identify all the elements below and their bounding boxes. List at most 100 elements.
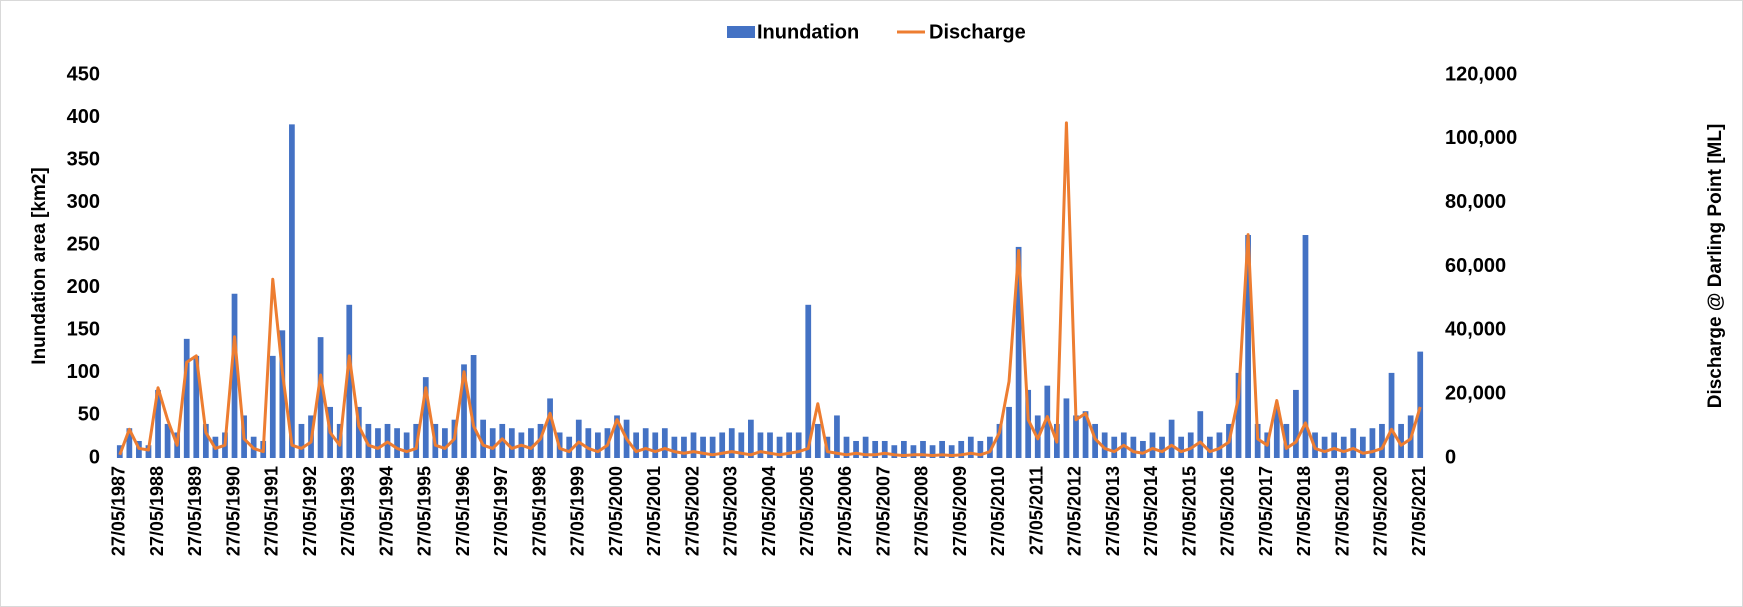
bar: [1379, 423, 1385, 458]
bar: [929, 445, 936, 458]
bar: [642, 428, 649, 458]
x-tick-label: 27/05/1992: [300, 466, 320, 556]
bar: [1168, 419, 1175, 458]
legend-label: Inundation: [757, 21, 859, 43]
bar: [1178, 436, 1185, 458]
legend-swatch: [727, 26, 755, 38]
bar: [394, 428, 400, 458]
y-tick-label: 300: [67, 191, 100, 213]
bar: [585, 428, 592, 458]
bar: [346, 304, 353, 458]
bar: [528, 428, 534, 458]
bar: [355, 406, 362, 458]
bar: [872, 440, 879, 458]
bar: [575, 419, 582, 458]
bar: [748, 419, 754, 458]
bar: [1082, 411, 1089, 458]
bar: [1235, 372, 1242, 458]
bar: [269, 355, 276, 458]
bar: [1273, 406, 1280, 458]
bar: [1302, 235, 1309, 458]
bar: [1359, 436, 1366, 458]
bar: [289, 124, 295, 458]
y-tick-label: 200: [67, 276, 100, 298]
bar: [231, 293, 238, 458]
bar: [1111, 436, 1118, 458]
y2-tick-label: 40,000: [1445, 319, 1506, 341]
bar: [1216, 432, 1223, 458]
bar: [489, 428, 496, 458]
y-tick-label: 250: [67, 234, 100, 256]
bar: [738, 432, 745, 458]
x-tick-label: 27/05/1991: [262, 466, 282, 556]
bar: [958, 440, 965, 458]
bar: [996, 423, 1003, 458]
x-tick-label: 27/05/1988: [147, 466, 167, 556]
x-tick-label: 27/05/1997: [491, 466, 511, 556]
bar: [853, 440, 859, 458]
bar: [1044, 385, 1051, 458]
y-tick-label: 350: [67, 148, 100, 170]
bar: [1101, 432, 1108, 458]
x-tick-label: 27/05/1995: [415, 466, 435, 556]
bar: [1015, 246, 1022, 458]
x-tick-label: 27/05/2000: [606, 466, 626, 556]
x-tick-label: 27/05/2018: [1294, 466, 1314, 556]
bar: [126, 428, 133, 458]
bar: [508, 428, 515, 458]
bar: [881, 440, 888, 458]
x-tick-label: 27/05/2007: [873, 466, 893, 556]
bar: [155, 389, 161, 458]
bar: [1149, 432, 1156, 458]
bar: [1350, 428, 1357, 458]
bar: [805, 304, 812, 458]
bar: [1254, 423, 1261, 458]
bar: [547, 398, 553, 458]
bar: [298, 423, 305, 458]
bar: [910, 445, 917, 458]
bar: [1340, 436, 1347, 458]
y-tick-label: 0: [89, 446, 100, 468]
bar: [183, 338, 190, 458]
bar: [728, 428, 735, 458]
x-tick-label: 27/05/2001: [644, 466, 664, 556]
bar: [862, 436, 869, 458]
bar: [891, 445, 898, 458]
x-tick-label: 27/05/1998: [529, 466, 549, 556]
bar: [499, 423, 506, 458]
x-tick-label: 27/05/1987: [109, 466, 129, 556]
bar: [939, 440, 945, 458]
x-tick-label: 27/05/1990: [223, 466, 243, 556]
bar: [700, 436, 706, 458]
bar: [566, 436, 573, 458]
bar: [1398, 423, 1404, 458]
bar: [480, 419, 487, 458]
bar: [661, 428, 668, 458]
bar: [470, 355, 477, 458]
bar: [1073, 415, 1079, 458]
y-tick-label: 150: [67, 319, 100, 341]
bar: [1159, 436, 1165, 458]
y2-tick-label: 100,000: [1445, 127, 1517, 149]
bar: [920, 440, 926, 458]
x-tick-label: 27/05/2002: [682, 466, 702, 556]
x-tick-label: 27/05/2017: [1256, 466, 1276, 556]
bar: [901, 440, 907, 458]
bar: [757, 432, 764, 458]
bar: [193, 355, 200, 458]
bar: [1092, 423, 1098, 458]
bar: [795, 432, 802, 458]
bar: [633, 432, 639, 458]
y2-tick-label: 120,000: [1445, 63, 1517, 85]
x-tick-label: 27/05/2005: [797, 466, 817, 556]
y2-tick-label: 20,000: [1445, 382, 1506, 404]
bar: [1140, 440, 1146, 458]
bar: [1417, 351, 1424, 458]
bar: [814, 423, 821, 458]
bar: [967, 436, 974, 458]
y-tick-label: 450: [67, 63, 100, 85]
bar: [1293, 389, 1299, 458]
legend-label: Discharge: [929, 21, 1026, 43]
bar: [681, 436, 687, 458]
